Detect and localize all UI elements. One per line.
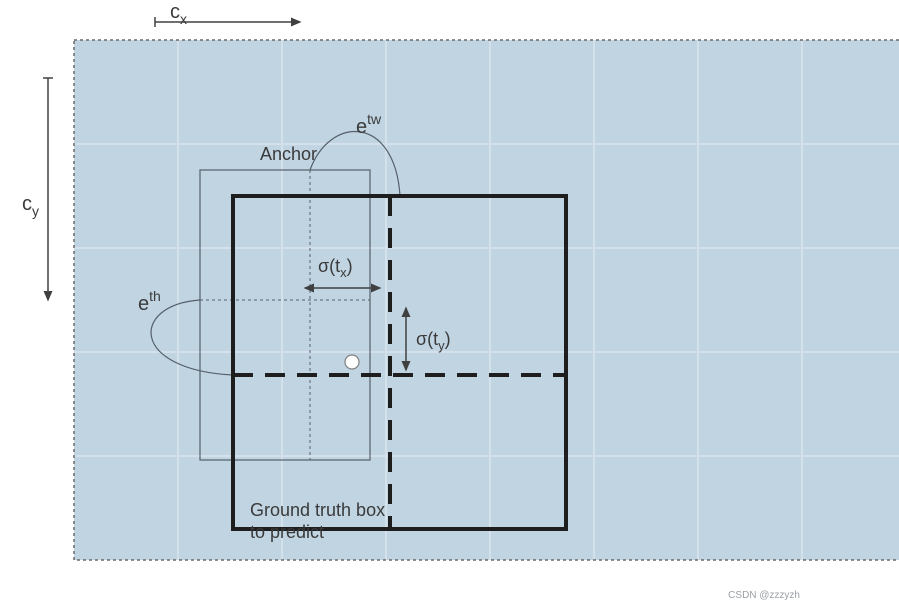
- gt-label-2: to predict: [250, 522, 324, 542]
- center-point-icon: [345, 355, 359, 369]
- cx-label: cx: [170, 1, 187, 27]
- diagram-svg: cxcyAnchoretwethGround truth boxto predi…: [0, 0, 899, 606]
- anchor-label: Anchor: [260, 144, 317, 164]
- cy-label: cy: [22, 193, 39, 219]
- watermark: CSDN @zzzyzh: [728, 590, 800, 601]
- gt-label-1: Ground truth box: [250, 500, 385, 520]
